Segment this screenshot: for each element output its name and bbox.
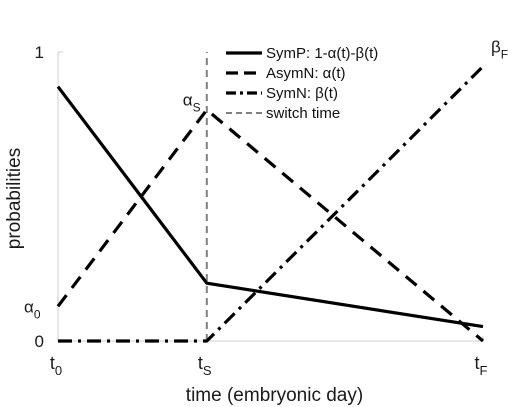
legend-label: SymN: β(t) [266,85,338,102]
series-line-dashdot [58,65,485,343]
x-tick-label-sub: F [480,363,488,378]
annotation-alphaS-base: α [183,91,193,110]
axis-labels: time (embryonic day) probabilities [4,148,363,406]
annotation-betaF-base: β [491,37,501,56]
annotation-alpha0-base: α [24,297,34,316]
x-tick-label-base: t [50,353,55,373]
legend-label: SymP: 1-α(t)-β(t) [266,45,378,62]
y-tick-label: 0 [35,332,44,351]
series-line-dashed [56,108,485,343]
x-tick-label: tS [198,353,212,378]
y-tick-label: 1 [35,43,44,62]
x-tick-label-base: t [198,353,203,373]
x-tick-label: tF [475,353,488,378]
annotation-alpha0-sub: 0 [34,307,41,321]
annotation-betaF-sub: F [501,47,508,61]
series-line-solid [56,85,484,329]
annotation-betaF: βF [491,37,508,61]
annotation-alpha0: α0 [24,297,41,321]
x-tick-label-sub: 0 [55,363,62,378]
x-tick-label: t0 [50,353,62,378]
annotation-alphaS-sub: S [193,101,201,115]
legend: SymP: 1-α(t)-β(t) AsymN: α(t) SymN: β(t) sw… [226,45,378,122]
series-layer [56,52,485,343]
legend-label: AsymN: α(t) [266,65,346,82]
x-tick-label-sub: S [203,363,212,378]
annotation-alphaS: αS [183,91,201,115]
x-axis-label: time (embryonic day) [186,385,363,406]
y-axis-label: probabilities [4,148,25,249]
x-tick-label-base: t [475,353,480,373]
legend-label: switch time [266,105,340,122]
